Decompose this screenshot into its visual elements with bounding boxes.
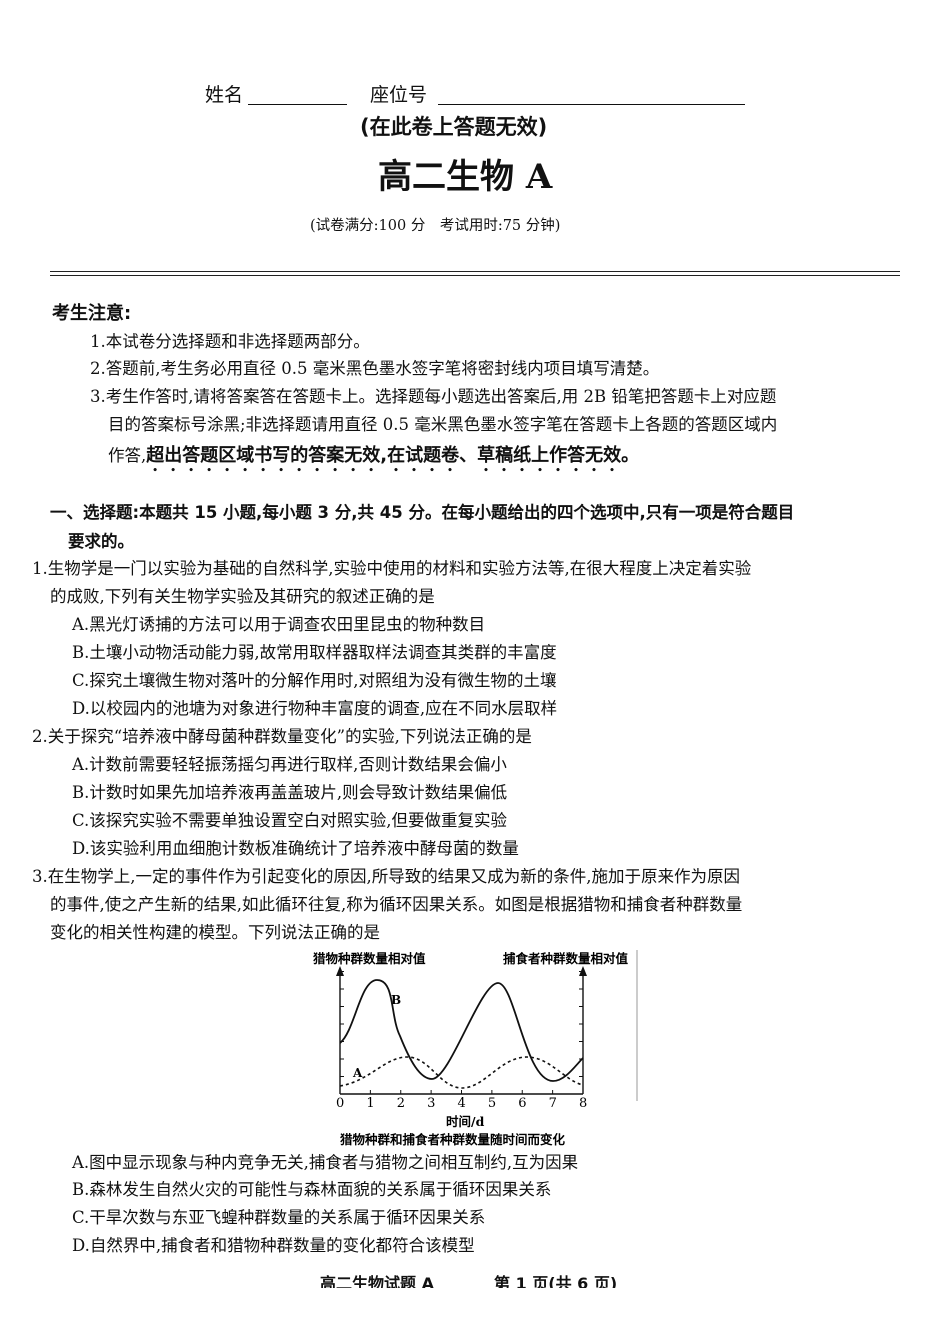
notice-item-1: 1.本试卷分选择题和非选择题两部分。 xyxy=(90,332,370,351)
question-3-stem-cont: 的事件,使之产生新的结果,如此循环往复,称为循环因果关系。如图是根据猎物和捕食者… xyxy=(50,895,743,914)
question-2-option-d: D.该实验利用血细胞计数板准确统计了培养液中酵母菌的数量 xyxy=(72,839,519,858)
x-tick-label: 2 xyxy=(397,1096,405,1111)
x-tick-label: 3 xyxy=(427,1096,435,1111)
notice-heading: 考生注意: xyxy=(52,303,132,324)
notice-item-2: 2.答题前,考生务必用直径 0.5 毫米黑色墨水签字笔将密封线内项目填写清楚。 xyxy=(90,359,660,378)
notice-emphasis: 超出答题区域书写的答案无效,在试题卷、草稿纸上作答无效。 xyxy=(146,445,640,466)
page-title: 高二生物 A xyxy=(378,157,553,197)
question-3-option-d: D.自然界中,捕食者和猎物种群数量的变化都符合该模型 xyxy=(72,1236,475,1255)
notice-item-3-cont: 目的答案标号涂黑;非选择题请用直径 0.5 毫米黑色墨水签字笔在答题卡上各题的答… xyxy=(108,415,778,434)
notice-item-3-emphasis-line: 作答,超出答题区域书写的答案无效,在试题卷、草稿纸上作答无效。 xyxy=(108,445,639,476)
x-tick-label: 1 xyxy=(366,1096,374,1111)
name-blank xyxy=(248,104,347,105)
left-axis-label: 猎物种群数量相对值 xyxy=(313,951,426,966)
x-tick-label: 6 xyxy=(518,1096,526,1111)
question-2-stem: 2.关于探究“培养液中酵母菌种群数量变化”的实验,下列说法正确的是 xyxy=(32,727,532,746)
question-1-option-c: C.探究土壤微生物对落叶的分解作用时,对照组为没有微生物的土壤 xyxy=(72,671,557,690)
x-axis-label: 时间/d xyxy=(446,1114,485,1129)
notice-prefix: 作答, xyxy=(108,446,147,465)
seat-label: 座位号 xyxy=(370,84,428,106)
curve-b-label: B xyxy=(391,993,401,1007)
question-3-option-b: B.森林发生自然火灾的可能性与森林面貌的关系属于循环因果关系 xyxy=(72,1180,552,1199)
x-tick-label: 4 xyxy=(458,1096,466,1111)
x-tick-label: 0 xyxy=(336,1096,344,1111)
section-heading: 一、选择题:本题共 15 小题,每小题 3 分,共 45 分。在每小题给出的四个… xyxy=(50,503,795,522)
question-2-option-b: B.计数时如果先加培养液再盖盖玻片,则会导致计数结果偏低 xyxy=(72,783,508,802)
question-1-option-b: B.土壤小动物活动能力弱,故常用取样器取样法调查其类群的丰富度 xyxy=(72,643,557,662)
curve-a-predator xyxy=(339,1056,584,1089)
question-3-stem-cont2: 变化的相关性构建的模型。下列说法正确的是 xyxy=(50,923,380,942)
question-2-option-a: A.计数前需要轻轻振荡摇匀再进行取样,否则计数结果会偏小 xyxy=(72,755,507,774)
question-3-stem: 3.在生物学上,一定的事件作为引起变化的原因,所导致的结果又成为新的条件,施加于… xyxy=(32,867,740,886)
question-1-option-a: A.黑光灯诱捕的方法可以用于调查农田里昆虫的物种数目 xyxy=(72,615,486,634)
x-tick-label: 5 xyxy=(488,1096,496,1111)
notice-item-3: 3.考生作答时,请将答案答在答题卡上。选择题每小题选出答案后,用 2B 铅笔把答… xyxy=(90,387,777,406)
name-label: 姓名 xyxy=(205,84,244,106)
right-axis-label: 捕食者种群数量相对值 xyxy=(503,951,629,966)
subtitle: (试卷满分:100 分 考试用时:75 分钟) xyxy=(310,218,561,234)
invalid-note: (在此卷上答题无效) xyxy=(360,115,548,139)
question-3-option-a: A.图中显示现象与种内竞争无关,捕食者与猎物之间相互制约,互为因果 xyxy=(72,1153,579,1172)
question-1-stem: 1.生物学是一门以实验为基础的自然科学,实验中使用的材料和实验方法等,在很大程度… xyxy=(32,559,752,578)
question-1-stem-cont: 的成败,下列有关生物学实验及其研究的叙述正确的是 xyxy=(50,587,435,606)
seat-blank xyxy=(438,104,745,105)
x-tick-label: 8 xyxy=(579,1096,587,1111)
footer-page-number: 第 1 页(共 6 页) xyxy=(494,1274,618,1289)
curve-b-prey xyxy=(339,979,584,1082)
x-tick-label: 7 xyxy=(549,1096,557,1111)
curve-a-label: A xyxy=(352,1066,363,1080)
question-3-option-c: C.干旱次数与东亚飞蝗种群数量的关系属于循环因果关系 xyxy=(72,1208,486,1227)
header-double-rule xyxy=(50,271,900,276)
footer-subject: 高二生物试题 A xyxy=(320,1274,434,1289)
question-2-option-c: C.该探究实验不需要单独设置空白对照实验,但要做重复实验 xyxy=(72,811,508,830)
footer: 高二生物试题 A 第 1 页(共 6 页) xyxy=(0,1270,950,1289)
question-1-option-d: D.以校园内的池塘为对象进行物种丰富度的调查,应在不同水层取样 xyxy=(72,699,558,718)
section-heading-cont: 要求的。 xyxy=(68,532,134,551)
figure-caption: 猎物种群和捕食者种群数量随时间而变化 xyxy=(340,1132,566,1147)
